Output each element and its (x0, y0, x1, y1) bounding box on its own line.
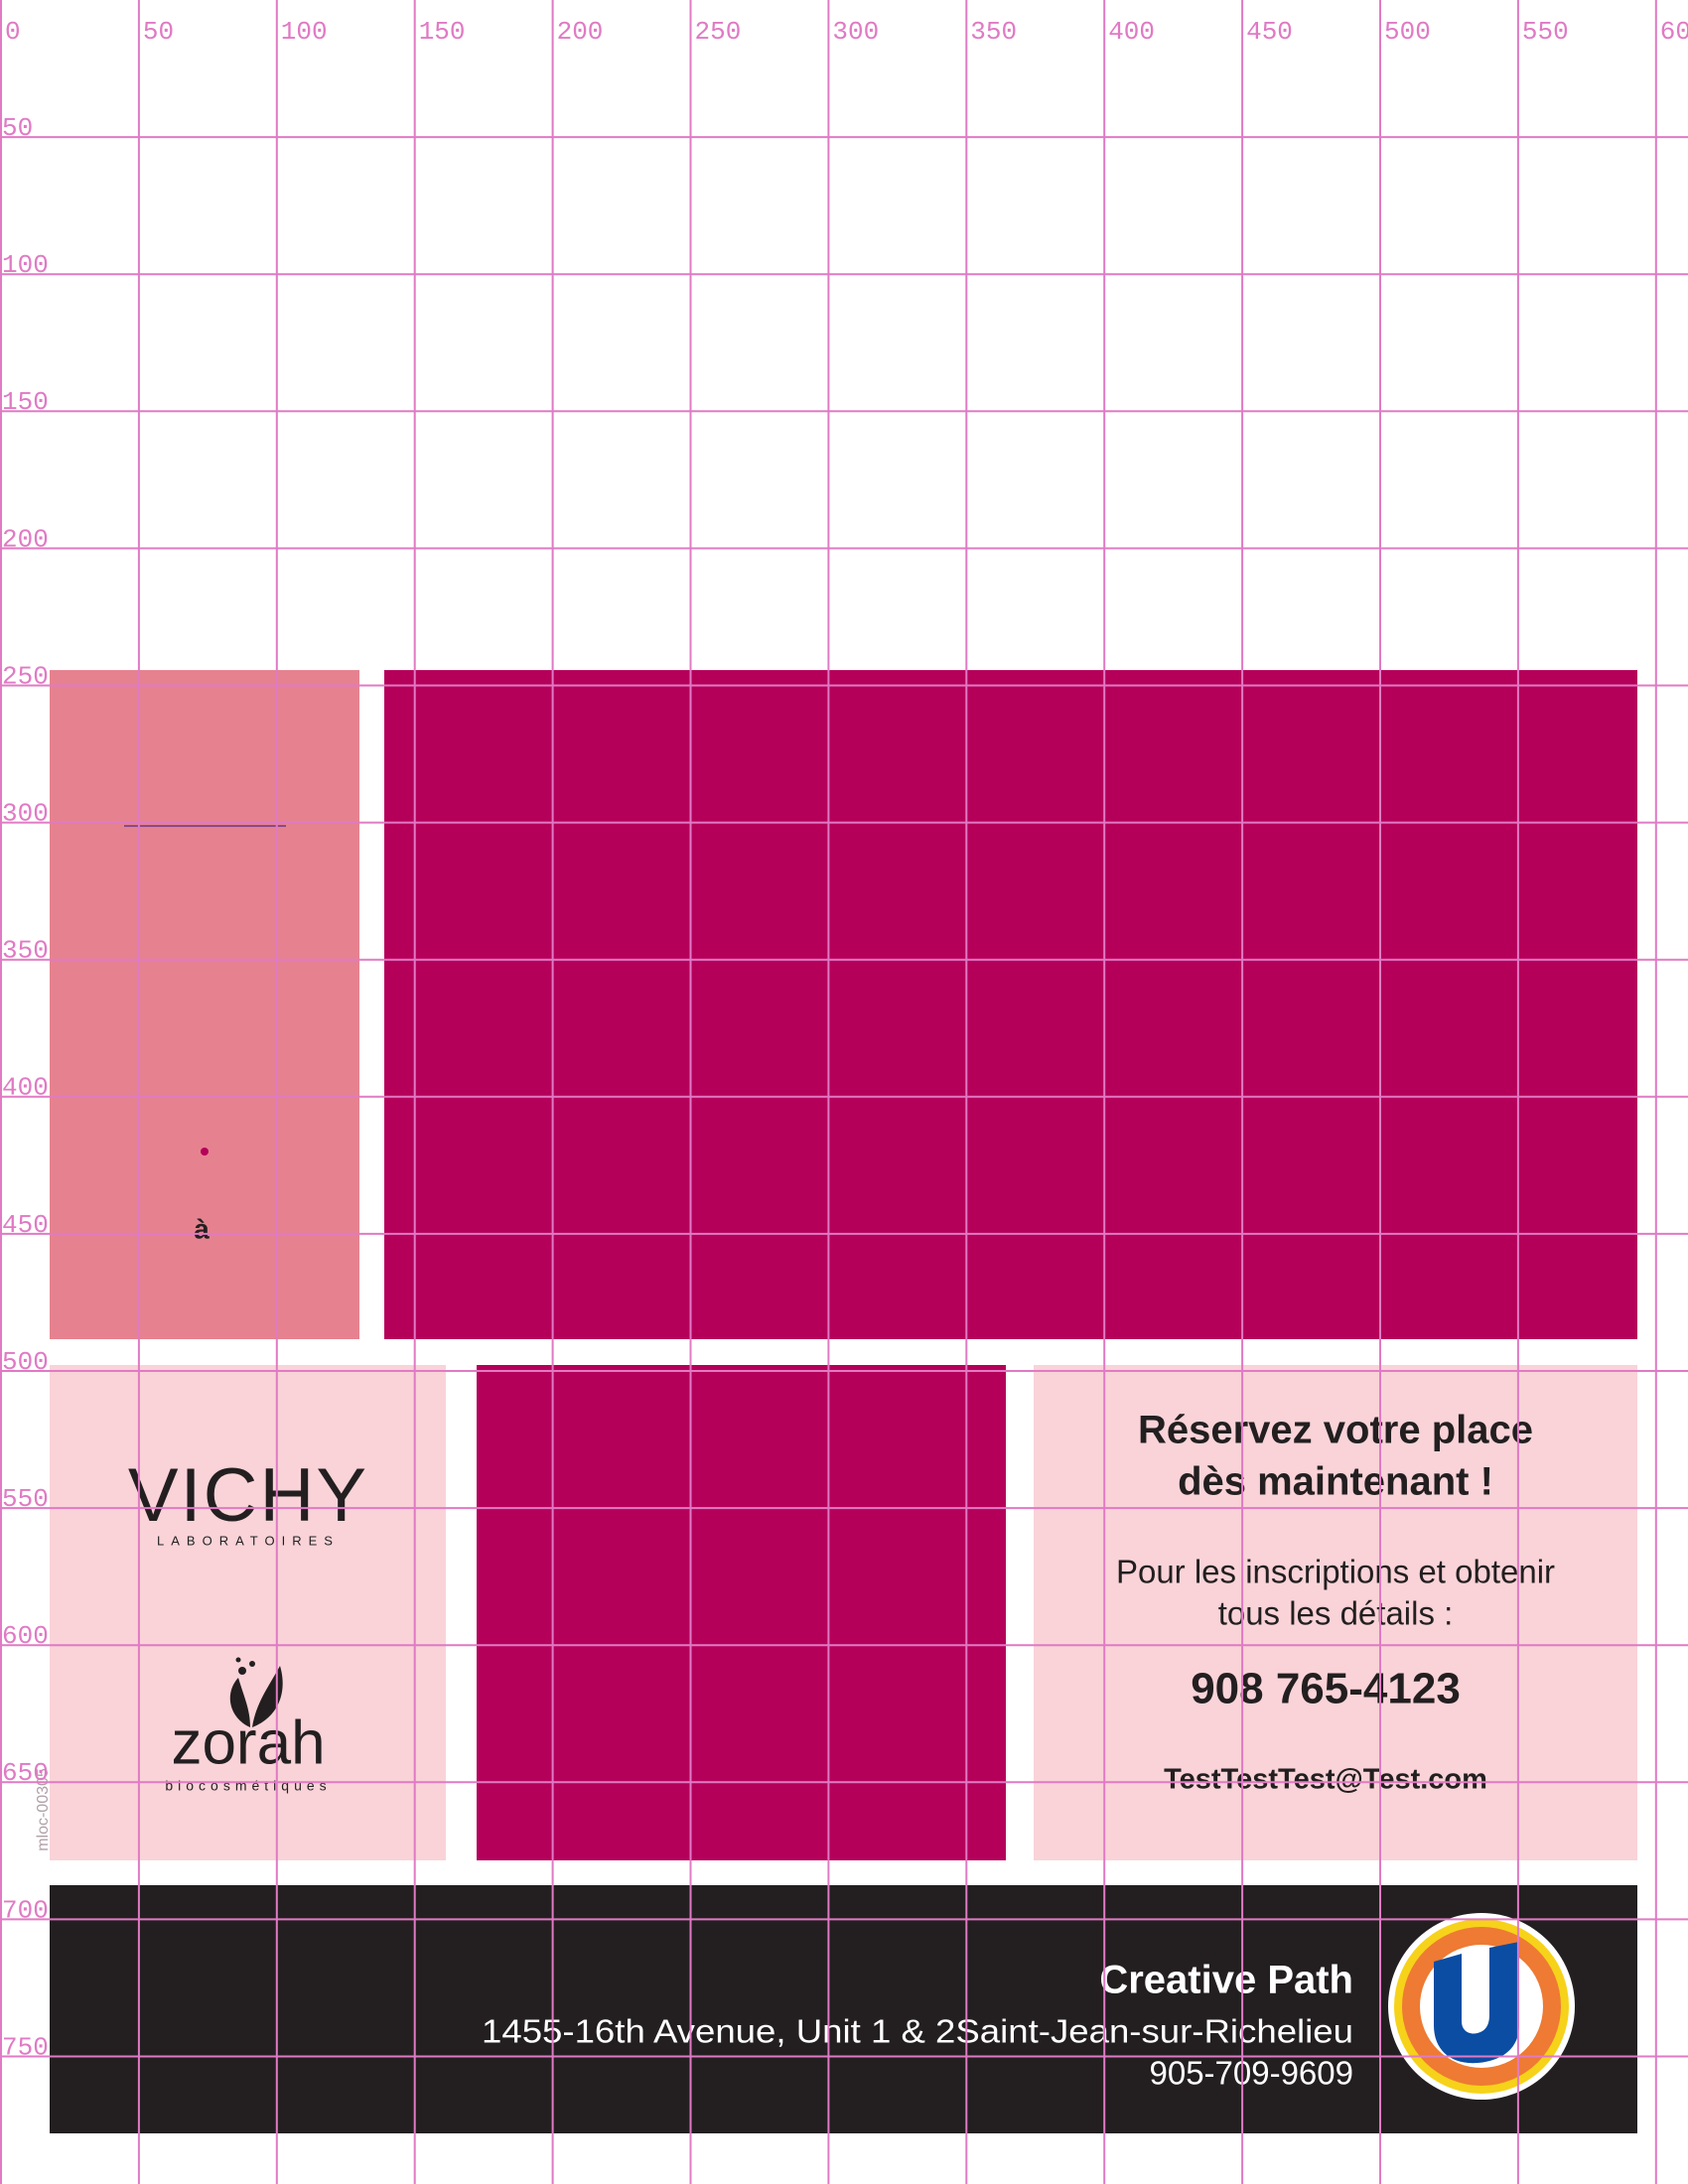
grid-label: 650 (2, 1758, 49, 1788)
contact-details: tous les détails : (1218, 1595, 1454, 1632)
grid-label: 400 (1108, 17, 1155, 47)
grid-label: 600 (2, 1621, 49, 1651)
grid-label: 300 (2, 798, 49, 828)
footer (50, 1885, 1637, 2133)
grid-label: 500 (2, 1347, 49, 1377)
grid-label: 100 (281, 17, 328, 47)
sponsor-panel (50, 1365, 446, 1860)
hero-panel (384, 670, 1637, 1339)
grid-label: 300 (832, 17, 879, 47)
glyph: à (194, 1213, 210, 1244)
grid-label: 0 (5, 17, 21, 47)
grid-label: 150 (419, 17, 466, 47)
grid-label: 350 (2, 936, 49, 966)
grid-label: 200 (2, 524, 49, 554)
grid-label: 50 (143, 17, 174, 47)
contact-heading: Réservez votre place (1138, 1409, 1533, 1452)
contact-panel (1034, 1365, 1637, 1860)
contact-heading: dès maintenant ! (1178, 1460, 1493, 1504)
grid-label: 500 (1384, 17, 1431, 47)
footer-name: Creative Path (1099, 1959, 1353, 2002)
side-panel (50, 670, 359, 1339)
grid-label: 750 (2, 2032, 49, 2062)
grid-label: 550 (1522, 17, 1569, 47)
dot (201, 1148, 209, 1156)
mid-panel (477, 1365, 1006, 1860)
contact-phone: 908 765-4123 (1191, 1665, 1461, 1713)
zorah-leaf (229, 1657, 283, 1727)
footer-phone: 905-709-9609 (1149, 2055, 1353, 2092)
grid-label: 450 (2, 1210, 49, 1240)
grid-label: 550 (2, 1484, 49, 1514)
vichy-logo: VICHY (128, 1453, 368, 1538)
grid-label: 700 (2, 1895, 49, 1925)
contact-details: Pour les inscriptions et obtenir (1116, 1554, 1555, 1590)
grid-label: 250 (2, 661, 49, 691)
grid-label: 600 (1660, 17, 1688, 47)
contact-email[interactable]: TestTestTest@Test.com (1164, 1764, 1487, 1796)
zorah-sub: biocosmétiques (165, 1778, 331, 1794)
grid-label: 400 (2, 1073, 49, 1103)
grid-label: 250 (695, 17, 742, 47)
grid-label: 450 (1246, 17, 1293, 47)
footer-address: 1455-16th Avenue, Unit 1 & 2Saint-Jean-s… (482, 2013, 1353, 2050)
grid-label: 50 (2, 113, 33, 143)
grid-label: 200 (557, 17, 604, 47)
grid-label: 350 (970, 17, 1017, 47)
grid-label: 150 (2, 387, 49, 417)
doc-code: mloc-00305 (35, 1768, 52, 1851)
grid-label: 100 (2, 250, 49, 280)
vichy-sub: LABORATOIRES (157, 1533, 340, 1548)
u-logo (1388, 1913, 1575, 2100)
zorah-logo: zorah (171, 1708, 325, 1777)
